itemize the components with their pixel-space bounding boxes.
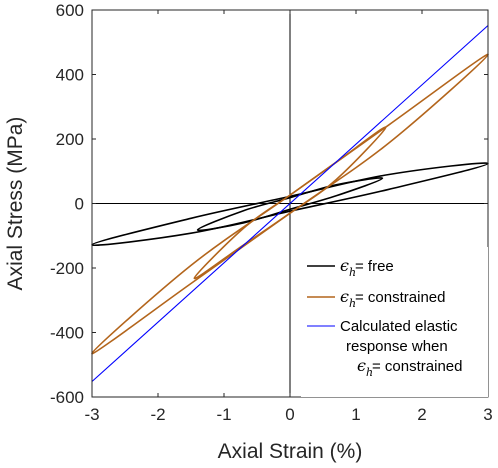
y-axis-title: Axial Stress (MPa)	[4, 117, 27, 291]
y-tick-labels: -600 -400 -200 0 200 400 600	[50, 1, 84, 407]
legend-subscript: h	[366, 366, 373, 379]
legend-entry-text: = constrained	[355, 289, 445, 306]
legend-subscript: h	[349, 266, 356, 279]
legend-epsilon-label: ϵ	[357, 356, 366, 375]
x-tick-label: -1	[216, 405, 231, 424]
x-axis-title: Axial Strain (%)	[218, 440, 363, 463]
legend-epsilon-label: ϵ	[340, 256, 349, 275]
x-tick-labels: -3 -2 -1 0 1 2 3	[84, 405, 492, 424]
x-tick-label: -3	[84, 405, 99, 424]
y-tick-label: 0	[75, 195, 84, 214]
y-tick-label: 400	[56, 66, 84, 85]
x-tick-label: 0	[285, 405, 294, 424]
y-tick-label: -600	[50, 388, 84, 407]
y-tick-label: -200	[50, 259, 84, 278]
legend-entry-text: response when	[346, 338, 448, 355]
legend-entry-text: = free	[355, 258, 394, 275]
y-tick-label: 200	[56, 130, 84, 149]
constrained-strain-loop-2	[193, 126, 387, 280]
x-tick-label: 1	[351, 405, 360, 424]
elastic-response-line	[91, 25, 489, 382]
x-tick-label: -2	[150, 405, 165, 424]
y-tick-label: -400	[50, 324, 84, 343]
free-strain-loop-2	[196, 177, 384, 232]
x-tick-label: 3	[483, 405, 492, 424]
legend-subscript: h	[349, 297, 356, 310]
legend-entry-text: = constrained	[372, 358, 462, 375]
y-tick-label: 600	[56, 1, 84, 20]
legend-background	[301, 247, 488, 397]
x-tick-label: 2	[417, 405, 426, 424]
legend-epsilon-label: ϵ	[340, 287, 349, 306]
legend-entry-text: Calculated elastic	[340, 318, 458, 335]
